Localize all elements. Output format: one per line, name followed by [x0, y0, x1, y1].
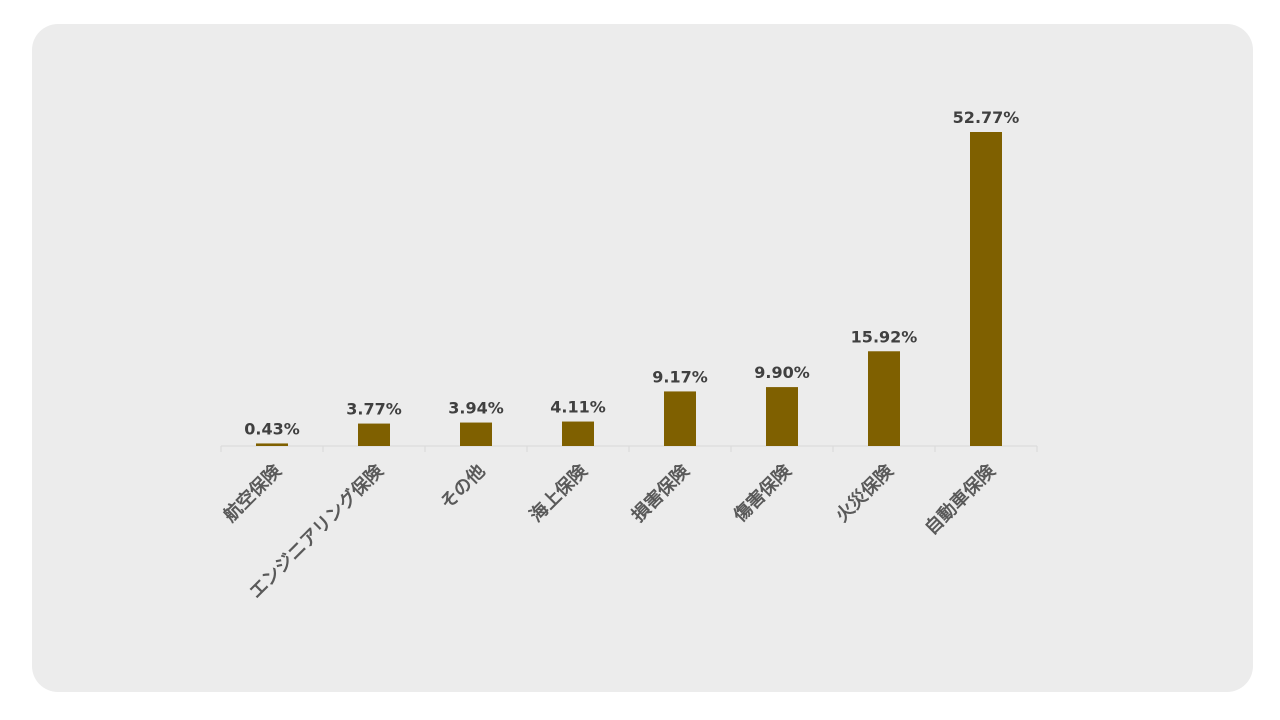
- bar-value-label: 9.90%: [754, 363, 810, 382]
- value-labels: 0.43% 3.77% 3.94% 4.11% 9.17% 9.90% 15.92% 52.7…: [244, 108, 1019, 438]
- category-label: 海上保険: [525, 459, 592, 526]
- bar: [256, 443, 288, 446]
- bar: [358, 423, 390, 446]
- category-label: その他: [436, 460, 490, 514]
- category-label: 傷害保険: [728, 459, 796, 527]
- chart-panel: [32, 24, 1253, 692]
- category-label: 自動車保険: [920, 459, 1000, 539]
- bar-value-label: 9.17%: [652, 367, 708, 386]
- bar-value-label: 4.11%: [550, 398, 606, 417]
- bar-value-label: 15.92%: [851, 327, 918, 346]
- category-label: 損害保険: [627, 459, 694, 526]
- category-label: 火災保険: [831, 459, 898, 526]
- bar: [970, 132, 1002, 446]
- bar-value-label: 3.77%: [346, 400, 402, 419]
- bar-value-label: 0.43%: [244, 419, 300, 438]
- category-label: 航空保険: [219, 459, 286, 526]
- bar: [664, 391, 696, 446]
- bar: [460, 422, 492, 446]
- x-axis-ticks: [220, 446, 1038, 452]
- bar: [766, 387, 798, 446]
- bar: [868, 351, 900, 446]
- bars: [256, 132, 1002, 446]
- bar-value-label: 3.94%: [448, 399, 504, 418]
- bar: [562, 421, 594, 446]
- bar-value-label: 52.77%: [953, 108, 1020, 127]
